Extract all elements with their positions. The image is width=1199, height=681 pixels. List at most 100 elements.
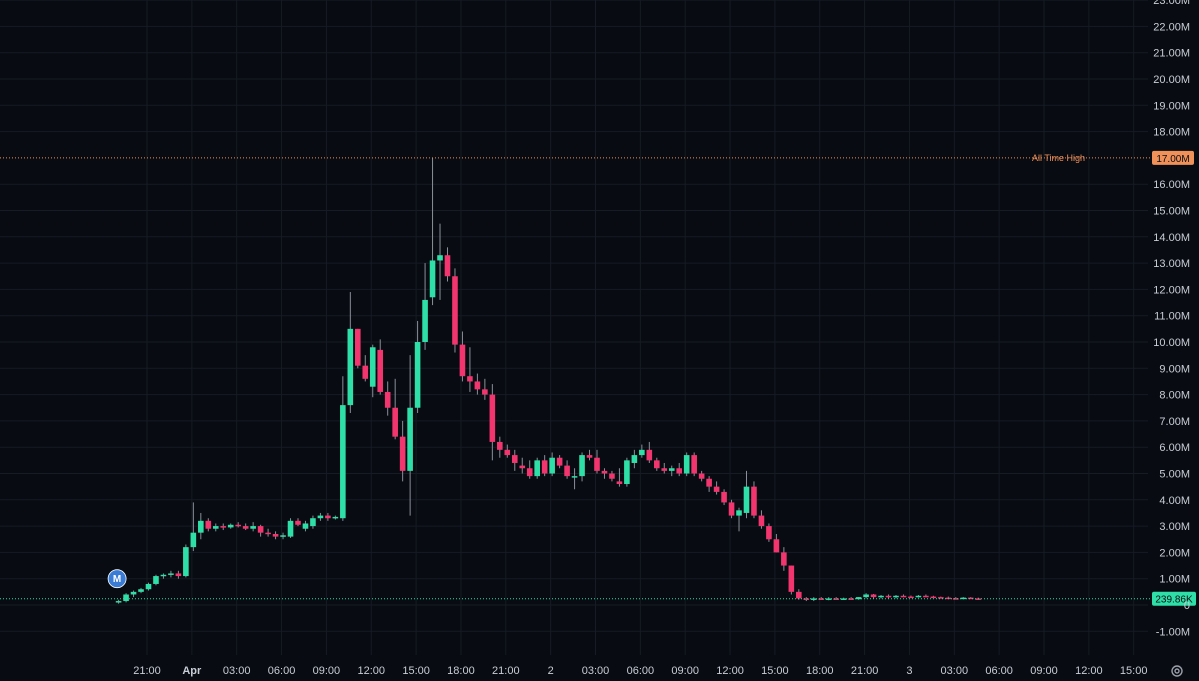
candle-body xyxy=(691,455,697,474)
x-tick-label: 12:00 xyxy=(357,665,385,677)
candle-body xyxy=(713,486,720,492)
candle-body xyxy=(212,526,219,529)
candle-body xyxy=(923,595,929,598)
candle-body xyxy=(467,376,473,382)
x-tick-label: 21:00 xyxy=(133,665,161,677)
candle-body xyxy=(145,583,152,590)
y-tick-label: 2.00M xyxy=(1159,547,1190,559)
candle-body xyxy=(340,405,346,519)
candle-body xyxy=(444,255,451,277)
y-tick-label: 3.00M xyxy=(1159,521,1190,533)
candle-body xyxy=(168,573,174,575)
x-tick-label: 18:00 xyxy=(806,665,834,677)
y-tick-label: 23.00M xyxy=(1153,0,1190,7)
candle-body xyxy=(758,515,765,527)
candle-body xyxy=(414,342,421,408)
y-tick-label: 4.00M xyxy=(1159,495,1190,507)
candle-body xyxy=(781,552,787,566)
candle-body xyxy=(624,460,630,485)
candle-body xyxy=(235,524,241,527)
candle-body xyxy=(123,594,129,602)
candle-body xyxy=(295,520,301,525)
candle-body xyxy=(556,457,563,466)
candle-body xyxy=(788,565,795,592)
candle-body xyxy=(489,394,496,442)
y-tick-label: 6.00M xyxy=(1159,442,1190,454)
y-tick-label: 0 xyxy=(1184,600,1190,612)
candle-body xyxy=(190,532,197,548)
candle-body xyxy=(362,365,369,379)
x-tick-label: 06:00 xyxy=(268,665,296,677)
candle-body xyxy=(317,515,324,519)
candle-body xyxy=(773,539,780,553)
candle-body xyxy=(257,526,264,533)
candle-body xyxy=(369,347,376,387)
x-tick-label: 3 xyxy=(906,665,912,677)
candle-body xyxy=(392,407,398,437)
candle-body xyxy=(631,455,638,463)
candle-body xyxy=(639,449,645,456)
candle-body xyxy=(676,468,683,474)
all-time-high-line: All Time High 17.00M xyxy=(0,150,1194,165)
candle-body xyxy=(265,532,271,535)
candle-body xyxy=(668,468,675,471)
candle-body xyxy=(728,502,735,516)
candle-body xyxy=(863,594,869,598)
candle-body xyxy=(549,457,555,474)
candle-body xyxy=(855,597,862,600)
candle-body xyxy=(422,299,428,342)
candle-body xyxy=(893,595,899,598)
ath-label: All Time High xyxy=(1032,153,1085,163)
y-tick-label: 8.00M xyxy=(1159,390,1190,402)
candle-body xyxy=(407,407,413,471)
candle-body xyxy=(601,470,608,474)
candle-body xyxy=(661,468,668,471)
candle-body xyxy=(915,595,922,598)
y-tick-label: 19.00M xyxy=(1153,100,1190,112)
candle-body xyxy=(325,515,331,519)
candle-body xyxy=(272,533,279,537)
settings-gear-icon xyxy=(1171,665,1183,677)
ath-badge-label: 17.00M xyxy=(1156,154,1189,165)
x-tick-label: 03:00 xyxy=(223,665,251,677)
candle-body xyxy=(571,476,578,478)
y-tick-label: 12.00M xyxy=(1153,284,1190,296)
candle-body xyxy=(833,598,839,600)
y-tick-label: 21.00M xyxy=(1153,48,1190,60)
candle-body xyxy=(743,486,750,513)
y-tick-label: 22.00M xyxy=(1153,21,1190,33)
candle-body xyxy=(653,460,660,469)
candle-body xyxy=(908,596,914,599)
y-tick-label: 15.00M xyxy=(1153,206,1190,218)
x-tick-label: 12:00 xyxy=(1075,665,1103,677)
candle-body xyxy=(153,576,159,584)
candle-body xyxy=(878,595,884,598)
candle-body xyxy=(474,381,481,390)
x-tick-label: 18:00 xyxy=(447,665,475,677)
candle-body xyxy=(250,526,256,529)
x-axis[interactable]: 21:00 Apr 03:00 06:00 09:00 12:00 15:00 18:00 21… xyxy=(133,665,1147,677)
candle-body xyxy=(280,535,286,537)
candle-body xyxy=(138,589,144,592)
candle-body xyxy=(497,441,503,450)
candle-body xyxy=(287,520,294,537)
candle-body xyxy=(586,455,593,458)
current-price-badge xyxy=(1152,591,1196,606)
candle-body xyxy=(220,526,227,528)
candle-body xyxy=(482,389,488,395)
candle-body xyxy=(616,481,623,485)
candle-body xyxy=(534,460,540,477)
y-tick-label: 16.00M xyxy=(1153,179,1190,191)
chart-settings-button[interactable] xyxy=(1168,662,1186,680)
migration-marker[interactable]: M xyxy=(107,569,127,589)
y-axis[interactable]: -1.00M 0 1.00M 2.00M 3.00M 4.00M 5.00M 6.00M 7.0… xyxy=(1153,0,1190,638)
candle-body xyxy=(130,591,137,595)
x-tick-label: 15:00 xyxy=(1120,665,1148,677)
x-tick-label: 2 xyxy=(548,665,554,677)
candle-body xyxy=(183,547,189,577)
y-tick-label: 18.00M xyxy=(1153,127,1190,139)
x-tick-label: Apr xyxy=(182,665,202,677)
candle-body xyxy=(115,601,122,603)
y-tick-label: 20.00M xyxy=(1153,74,1190,86)
